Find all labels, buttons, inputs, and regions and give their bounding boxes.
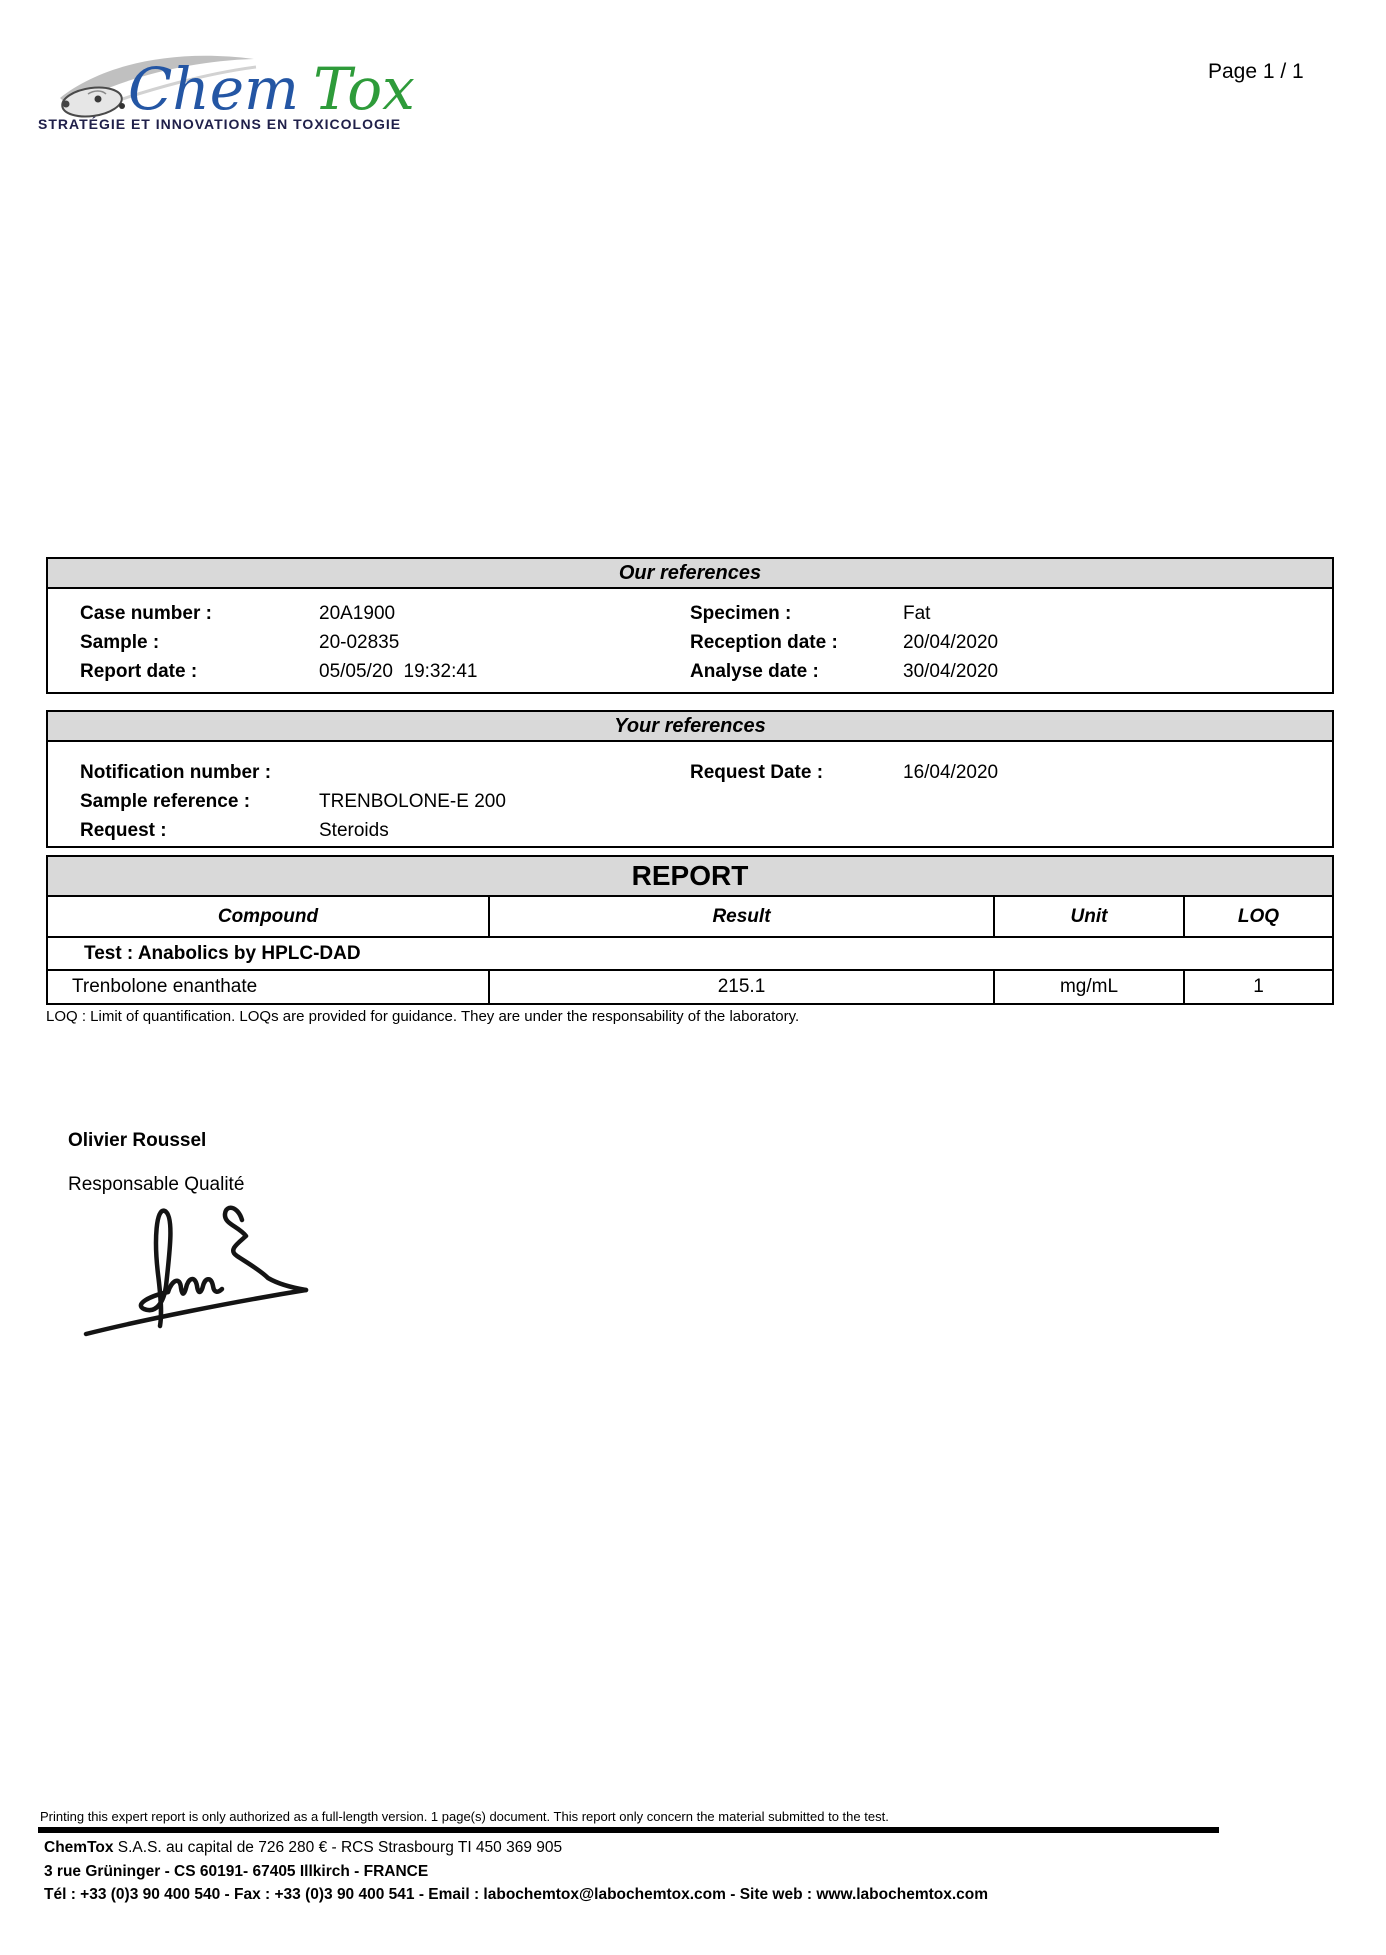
field-value: 20/04/2020	[903, 632, 999, 653]
footer-address-line: 3 rue Grüninger - CS 60191- 67405 Illkir…	[44, 1863, 429, 1880]
reference-row: Sample : 20-02835 Reception date : 20/04…	[80, 628, 1332, 657]
compound-cell: Trenbolone enanthate	[46, 969, 490, 1005]
your-references-body: Notification number : Request Date : 16/…	[48, 742, 1332, 845]
column-header-result: Result	[488, 895, 995, 938]
reference-row: Report date : 05/05/20 19:32:41 Analyse …	[80, 657, 1332, 686]
field-value: Steroids	[319, 820, 389, 841]
reference-row: Case number : 20A1900 Specimen : Fat	[80, 599, 1332, 628]
field-label: Reception date :	[690, 632, 838, 653]
printing-notice: Printing this expert report is only auth…	[40, 1809, 889, 1824]
column-header-loq: LOQ	[1183, 895, 1334, 938]
field-value: 05/05/20 19:32:41	[319, 661, 478, 682]
field-value	[903, 787, 1332, 816]
field-value: TRENBOLONE-E 200	[319, 791, 506, 812]
footer-divider	[38, 1827, 1219, 1833]
field-value: 20-02835	[319, 632, 400, 653]
our-references-body: Case number : 20A1900 Specimen : Fat Sam…	[48, 589, 1332, 686]
result-row: Trenbolone enanthate 215.1 mg/mL 1	[46, 969, 1334, 1005]
field-label: Sample :	[80, 632, 160, 653]
signatory-name: Olivier Roussel	[68, 1130, 207, 1151]
report-title: REPORT	[46, 855, 1334, 897]
test-row: Test : Anabolics by HPLC-DAD	[46, 936, 1334, 971]
column-header-compound: Compound	[46, 895, 490, 938]
field-label: Specimen :	[690, 603, 792, 624]
logo-chem-text: Chem	[128, 55, 300, 123]
your-references-title: Your references	[48, 712, 1332, 742]
your-references-box: Your references Notification number : Re…	[46, 710, 1334, 848]
field-value	[319, 758, 690, 787]
footer-company-details: S.A.S. au capital de 726 280 € - RCS Str…	[113, 1839, 563, 1856]
chemtox-swoosh-icon	[60, 55, 257, 118]
field-value: 30/04/2020	[903, 661, 999, 682]
field-label: Sample reference :	[80, 791, 251, 812]
field-value: Fat	[903, 603, 931, 624]
field-label: Request Date :	[690, 762, 824, 783]
page-number: Page 1 / 1	[1208, 60, 1304, 83]
report-header-row: Compound Result Unit LOQ	[46, 895, 1334, 938]
logo-tagline: STRATÉGIE ET INNOVATIONS EN TOXICOLOGIE	[38, 116, 402, 132]
field-label	[690, 787, 903, 816]
field-label: Notification number :	[80, 762, 272, 783]
footer-contact-line: Tél : +33 (0)3 90 400 540 - Fax : +33 (0…	[44, 1886, 989, 1903]
reference-row: Sample reference : TRENBOLONE-E 200	[80, 787, 1332, 816]
field-value: 20A1900	[319, 603, 396, 624]
test-name: Test : Anabolics by HPLC-DAD	[46, 936, 1334, 971]
signatory-role: Responsable Qualité	[68, 1174, 245, 1195]
loq-cell: 1	[1183, 969, 1334, 1005]
field-label: Case number :	[80, 603, 212, 624]
reference-row: Request : Steroids	[80, 816, 1332, 845]
footer-company-line: ChemTox S.A.S. au capital de 726 280 € -…	[44, 1839, 562, 1857]
our-references-title: Our references	[48, 559, 1332, 589]
logo-tox-text: Tox	[313, 55, 415, 123]
chemtox-logo: Chem Tox	[128, 60, 415, 118]
field-label: Report date :	[80, 661, 198, 682]
field-label	[690, 816, 903, 845]
report-table: REPORT Compound Result Unit LOQ Test : A…	[46, 855, 1334, 1005]
unit-cell: mg/mL	[993, 969, 1185, 1005]
result-cell: 215.1	[488, 969, 995, 1005]
field-label: Request :	[80, 820, 167, 841]
field-value	[903, 816, 1332, 845]
column-header-unit: Unit	[993, 895, 1185, 938]
footer-company-name: ChemTox	[44, 1839, 114, 1856]
reference-row: Notification number : Request Date : 16/…	[80, 758, 1332, 787]
signature-image	[83, 1205, 309, 1337]
field-value: 16/04/2020	[903, 762, 999, 783]
field-label: Analyse date :	[690, 661, 819, 682]
loq-footnote: LOQ : Limit of quantification. LOQs are …	[46, 1008, 800, 1025]
report-title-row: REPORT	[46, 855, 1334, 897]
our-references-box: Our references Case number : 20A1900 Spe…	[46, 557, 1334, 694]
